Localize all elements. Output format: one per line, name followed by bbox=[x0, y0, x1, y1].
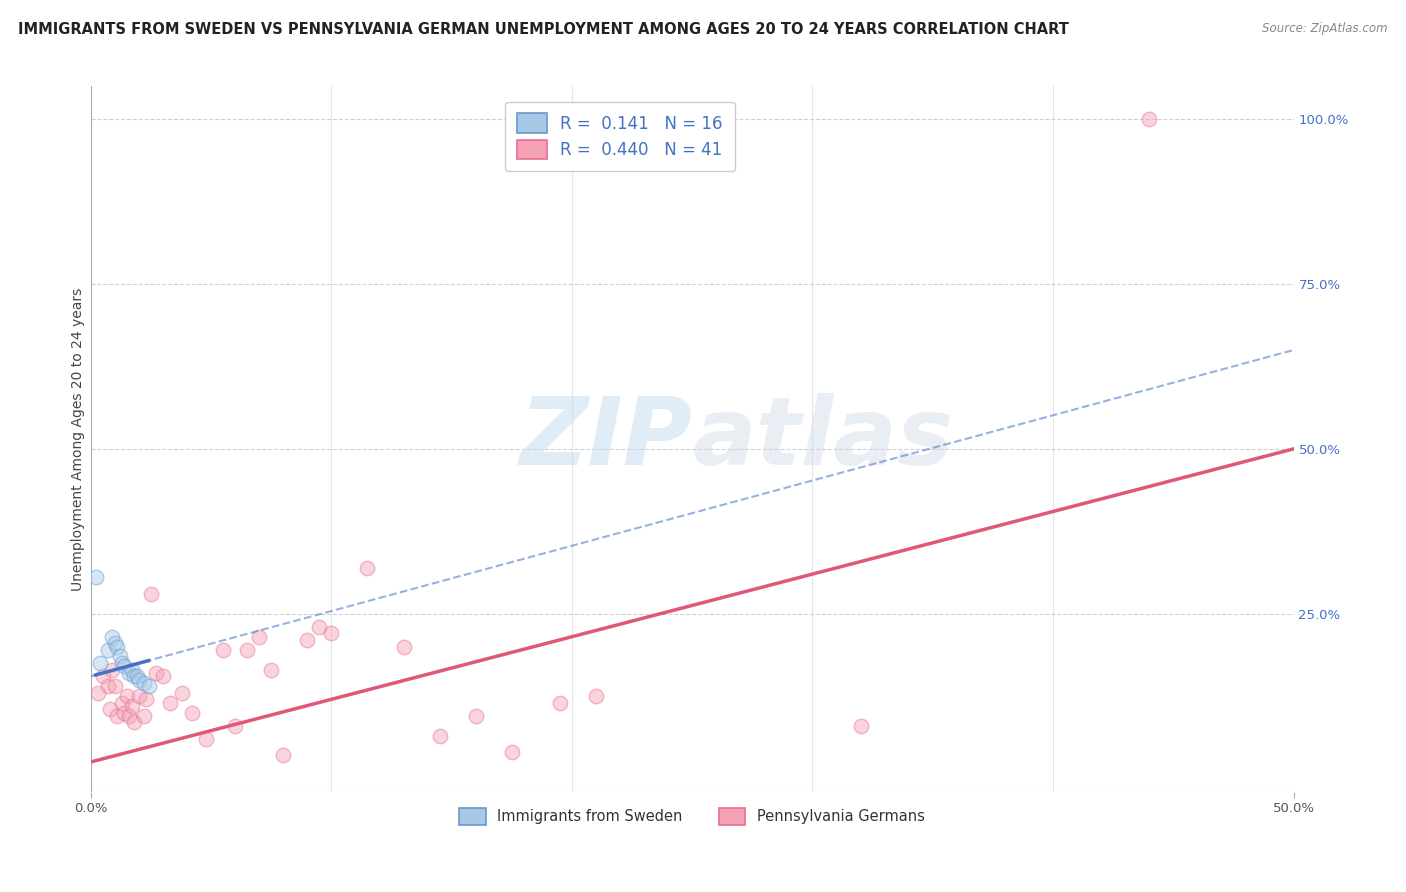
Point bbox=[111, 656, 134, 670]
Text: atlas: atlas bbox=[692, 393, 953, 485]
Point bbox=[585, 689, 607, 703]
Point bbox=[97, 679, 120, 693]
Point bbox=[224, 719, 246, 733]
Legend: Immigrants from Sweden, Pennsylvania Germans: Immigrants from Sweden, Pennsylvania Ger… bbox=[451, 799, 934, 834]
Point bbox=[121, 698, 143, 713]
Point bbox=[104, 636, 127, 650]
Point bbox=[125, 669, 148, 683]
Point bbox=[89, 656, 111, 670]
Point bbox=[1137, 112, 1160, 127]
Point bbox=[429, 729, 451, 743]
Point bbox=[115, 689, 138, 703]
Point bbox=[122, 715, 145, 730]
Point bbox=[236, 643, 259, 657]
Point bbox=[105, 640, 128, 654]
Point bbox=[501, 745, 523, 759]
Point bbox=[138, 679, 160, 693]
Point bbox=[139, 587, 162, 601]
Point bbox=[128, 689, 150, 703]
Point bbox=[101, 630, 124, 644]
Text: Source: ZipAtlas.com: Source: ZipAtlas.com bbox=[1263, 22, 1388, 36]
Point bbox=[297, 633, 319, 648]
Point bbox=[392, 640, 415, 654]
Text: IMMIGRANTS FROM SWEDEN VS PENNSYLVANIA GERMAN UNEMPLOYMENT AMONG AGES 20 TO 24 Y: IMMIGRANTS FROM SWEDEN VS PENNSYLVANIA G… bbox=[18, 22, 1069, 37]
Point bbox=[97, 643, 120, 657]
Point bbox=[849, 719, 872, 733]
Point bbox=[114, 659, 136, 673]
Point bbox=[159, 696, 181, 710]
Point bbox=[548, 696, 571, 710]
Point bbox=[114, 706, 136, 720]
Point bbox=[308, 620, 330, 634]
Point bbox=[172, 686, 194, 700]
Point bbox=[195, 731, 218, 746]
Point bbox=[356, 560, 378, 574]
Point bbox=[105, 708, 128, 723]
Point bbox=[118, 665, 141, 680]
Point bbox=[87, 686, 110, 700]
Point bbox=[212, 643, 235, 657]
Text: ZIP: ZIP bbox=[519, 393, 692, 485]
Point bbox=[111, 696, 134, 710]
Point bbox=[321, 626, 343, 640]
Point bbox=[260, 663, 283, 677]
Point bbox=[118, 708, 141, 723]
Point bbox=[128, 673, 150, 687]
Point bbox=[91, 669, 114, 683]
Point bbox=[98, 702, 121, 716]
Point bbox=[152, 669, 174, 683]
Point bbox=[108, 649, 131, 664]
Point bbox=[121, 663, 143, 677]
Point bbox=[84, 570, 107, 584]
Point bbox=[135, 692, 157, 706]
Point bbox=[101, 663, 124, 677]
Point bbox=[145, 665, 167, 680]
Point bbox=[104, 679, 127, 693]
Point bbox=[247, 630, 270, 644]
Point bbox=[132, 676, 155, 690]
Point bbox=[180, 706, 202, 720]
Point bbox=[122, 669, 145, 683]
Point bbox=[464, 708, 486, 723]
Y-axis label: Unemployment Among Ages 20 to 24 years: Unemployment Among Ages 20 to 24 years bbox=[72, 287, 86, 591]
Point bbox=[271, 748, 294, 763]
Point bbox=[132, 708, 155, 723]
